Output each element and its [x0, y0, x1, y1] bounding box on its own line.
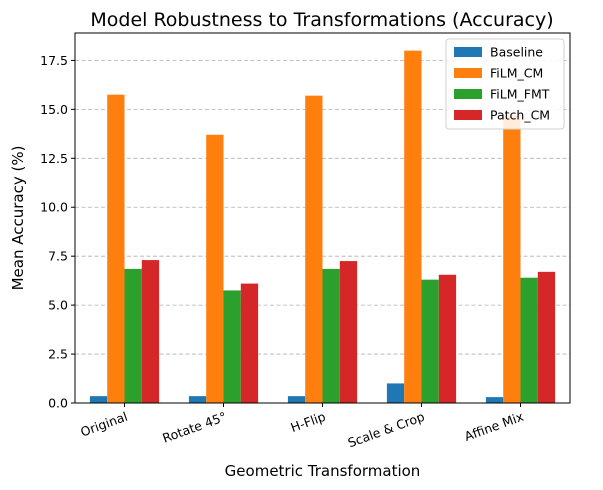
bar-patch-cm: [339, 261, 358, 403]
legend-swatch: [454, 110, 482, 120]
legend-swatch: [454, 68, 482, 78]
y-tick-label: 5.0: [48, 298, 68, 313]
bar-film-cm: [206, 134, 224, 403]
x-axis-ticks: Original Rotate 45° H-Flip Scale & Crop Affi…: [78, 403, 526, 451]
bar-film-fmt: [124, 268, 142, 403]
bar-film-cm: [107, 94, 125, 404]
y-tick-label: 2.5: [48, 347, 68, 362]
y-tick-label: 7.5: [48, 249, 68, 264]
y-tick-label: 0.0: [48, 396, 68, 411]
legend: Baseline FiLM_CM FiLM_FMT Patch_CM: [445, 38, 565, 130]
y-axis-ticks: 0.0 2.5 5.0 7.5 10.0 12.5 15.0 17.5: [40, 53, 75, 411]
x-axis-label: Geometric Transformation: [225, 462, 421, 480]
legend-label: Baseline: [490, 45, 543, 60]
x-tick-label: Original: [78, 409, 129, 440]
bar-film-cm: [404, 50, 422, 403]
bar-patch-cm: [141, 260, 160, 403]
x-tick-label: Rotate 45°: [160, 409, 228, 446]
bar-baseline: [485, 397, 504, 403]
legend-label: Patch_CM: [490, 108, 550, 123]
bar-patch-cm: [240, 283, 259, 403]
x-tick-label: H-Flip: [289, 409, 328, 435]
chart-title: Model Robustness to Transformations (Acc…: [90, 9, 553, 31]
bar-film-fmt: [421, 279, 439, 403]
legend-label: FiLM_FMT: [490, 87, 550, 102]
y-tick-label: 12.5: [40, 151, 68, 166]
y-axis-label: Mean Accuracy (%): [9, 146, 27, 291]
bar-film-fmt: [223, 290, 241, 403]
bar-baseline: [89, 396, 108, 403]
x-tick-label: Scale & Crop: [346, 409, 427, 451]
y-tick-label: 15.0: [40, 102, 68, 117]
y-tick-label: 10.0: [40, 200, 68, 215]
bar-baseline: [188, 396, 207, 403]
bar-film-cm: [503, 115, 521, 403]
legend-swatch: [454, 89, 482, 99]
bar-patch-cm: [438, 274, 457, 403]
y-tick-label: 17.5: [40, 53, 68, 68]
bar-film-cm: [305, 95, 323, 403]
bar-film-fmt: [520, 277, 538, 403]
legend-swatch: [454, 47, 482, 57]
bar-baseline: [287, 396, 306, 403]
bar-film-fmt: [322, 268, 340, 403]
x-tick-label: Affine Mix: [462, 409, 525, 444]
bars-group: [89, 50, 556, 404]
legend-box: [445, 38, 565, 130]
bar-baseline: [386, 383, 405, 403]
bar-patch-cm: [537, 271, 556, 403]
legend-label: FiLM_CM: [490, 66, 543, 81]
